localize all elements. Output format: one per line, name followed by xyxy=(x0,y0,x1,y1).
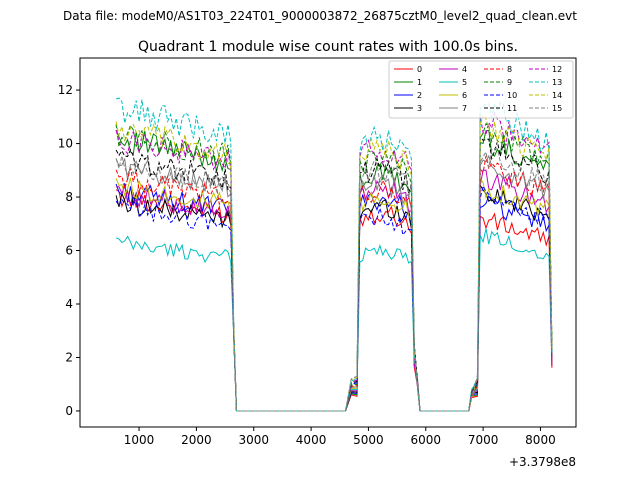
legend-label-11: 11 xyxy=(507,104,517,113)
legend-label-0: 0 xyxy=(417,65,422,74)
y-axis: 0 2 4 6 8 10 12 xyxy=(58,83,80,418)
x-tick-label: 3000 xyxy=(238,433,269,447)
legend-label-10: 10 xyxy=(507,91,517,100)
x-offset-label: +3.3798e8 xyxy=(509,455,576,469)
y-tick-label: 10 xyxy=(58,137,73,151)
series-line-4 xyxy=(116,169,553,412)
series-line-3 xyxy=(115,183,553,412)
legend-label-8: 8 xyxy=(507,65,512,74)
plot-area xyxy=(115,97,553,412)
series-line-7 xyxy=(115,154,553,412)
y-tick-label: 12 xyxy=(58,83,73,97)
x-tick-label: 2000 xyxy=(181,433,212,447)
series-line-14 xyxy=(115,114,553,412)
y-tick-label: 8 xyxy=(65,190,73,204)
x-tick-label: 6000 xyxy=(410,433,441,447)
legend-label-13: 13 xyxy=(552,78,562,87)
legend-label-3: 3 xyxy=(417,104,422,113)
y-tick-label: 2 xyxy=(65,350,73,364)
series-line-6 xyxy=(115,176,553,412)
figure-suptitle: Data file: modeM0/AS1T03_224T01_90000038… xyxy=(63,9,577,23)
x-tick-label: 4000 xyxy=(296,433,327,447)
series-line-8 xyxy=(115,155,553,412)
axes-frame xyxy=(79,57,577,428)
series-line-15 xyxy=(115,147,553,412)
legend-label-9: 9 xyxy=(507,78,512,87)
legend-label-1: 1 xyxy=(417,78,422,87)
legend-label-5: 5 xyxy=(462,78,467,87)
legend-label-4: 4 xyxy=(462,65,467,74)
series-line-5 xyxy=(115,228,553,412)
y-tick-label: 6 xyxy=(65,244,73,258)
y-tick-label: 0 xyxy=(65,404,73,418)
legend-label-14: 14 xyxy=(552,91,562,100)
legend-label-6: 6 xyxy=(462,91,467,100)
series-line-13 xyxy=(115,97,553,412)
series-line-2 xyxy=(115,183,553,412)
series-line-12 xyxy=(115,111,553,412)
x-tick-label: 8000 xyxy=(525,433,556,447)
legend-label-2: 2 xyxy=(417,91,422,100)
legend-label-15: 15 xyxy=(552,104,562,113)
chart-title: Quadrant 1 module wise count rates with … xyxy=(138,39,518,55)
x-tick-label: 7000 xyxy=(468,433,499,447)
legend-frame xyxy=(388,60,574,119)
x-tick-label: 5000 xyxy=(353,433,384,447)
x-tick-label: 1000 xyxy=(124,433,155,447)
series-line-10 xyxy=(115,184,553,412)
legend-label-12: 12 xyxy=(552,65,562,74)
y-tick-label: 4 xyxy=(65,297,73,311)
legend-label-7: 7 xyxy=(462,104,467,113)
x-axis: 1000 2000 3000 4000 5000 6000 7000 8000 xyxy=(124,427,556,447)
